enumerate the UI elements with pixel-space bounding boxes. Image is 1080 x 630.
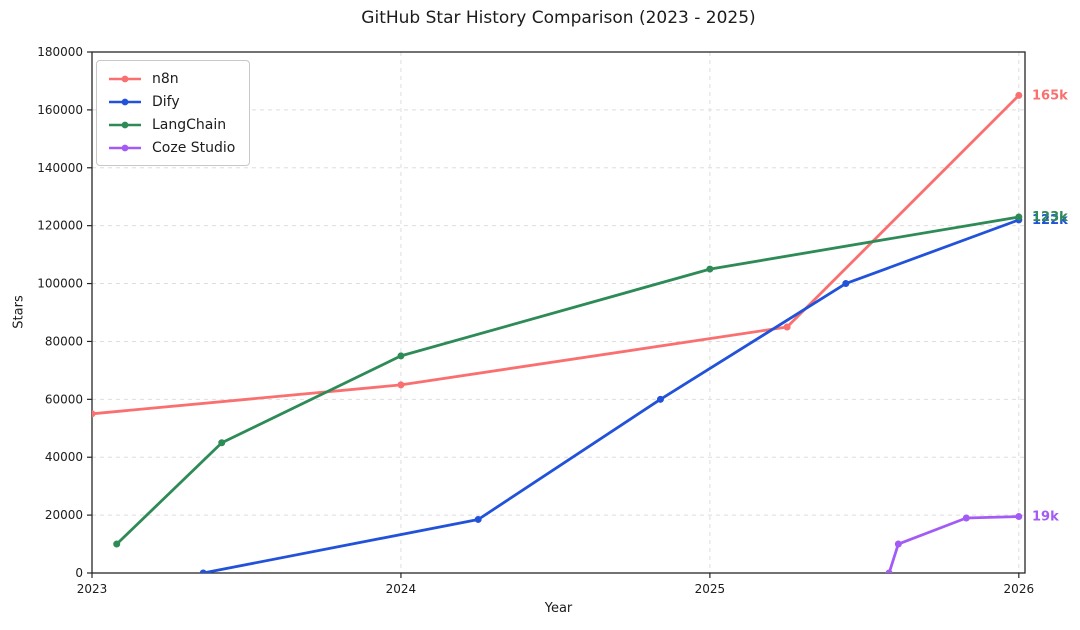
legend-line-marker-icon — [109, 144, 141, 151]
data-point-marker — [474, 515, 482, 523]
end-label-langchain: 123k — [1032, 210, 1068, 225]
legend-line-marker-icon — [109, 98, 141, 105]
legend-item: Coze Studio — [107, 138, 235, 157]
x-tick-label: 2024 — [386, 582, 417, 596]
y-tick-label: 140000 — [37, 161, 83, 175]
data-point-marker — [962, 514, 970, 522]
data-point-marker — [199, 569, 207, 573]
end-label-coze-studio: 19k — [1032, 510, 1059, 525]
x-tick-label: 2026 — [1004, 582, 1035, 596]
y-tick-label: 60000 — [45, 392, 83, 406]
y-tick-label: 180000 — [37, 45, 83, 59]
series-line-dify — [201, 218, 1021, 573]
data-point-marker — [1015, 213, 1023, 221]
data-point-marker — [783, 323, 791, 331]
data-point-marker — [706, 265, 714, 273]
end-label-dify: 122k — [1032, 213, 1068, 228]
legend: n8n Dify LangChain Coze Studio — [96, 60, 251, 166]
series-langchain — [113, 213, 1023, 548]
legend-item: LangChain — [107, 115, 235, 134]
data-point-marker — [397, 381, 405, 389]
legend-label: Coze Studio — [152, 139, 236, 156]
y-tick-label: 40000 — [45, 450, 83, 464]
end-label-n8n: 165k — [1032, 88, 1068, 103]
series-coze-studio — [885, 513, 1023, 573]
x-tick-label: 2023 — [77, 582, 108, 596]
data-point-marker — [885, 569, 893, 573]
x-axis-label: Year — [544, 601, 573, 616]
y-tick-label: 20000 — [45, 508, 83, 522]
chart-title: GitHub Star History Comparison (2023 - 2… — [361, 8, 756, 28]
y-tick-label: 120000 — [37, 219, 83, 233]
y-tick-label: 80000 — [45, 334, 83, 348]
data-point-marker — [113, 540, 121, 548]
data-point-marker — [894, 540, 902, 548]
series-dify — [199, 216, 1023, 573]
legend-line-marker-icon — [109, 75, 141, 82]
data-point-marker — [218, 439, 226, 447]
legend-line-marker-icon — [109, 121, 141, 128]
legend-item: Dify — [107, 92, 235, 111]
data-point-marker — [1015, 91, 1023, 99]
legend-item: n8n — [107, 69, 235, 88]
data-point-marker — [92, 410, 96, 418]
data-point-marker — [842, 280, 850, 288]
data-point-marker — [656, 395, 664, 403]
plot-frame — [91, 51, 1026, 574]
series-line-langchain — [115, 215, 1021, 546]
y-tick-label: 0 — [75, 566, 83, 580]
series-n8n — [92, 91, 1023, 418]
y-axis-label: Stars — [11, 295, 27, 329]
y-tick-label: 100000 — [37, 277, 83, 291]
data-point-marker — [397, 352, 405, 360]
legend-label: Dify — [152, 93, 180, 110]
legend-label: n8n — [152, 70, 179, 87]
series-line-n8n — [92, 94, 1021, 416]
x-tick-label: 2025 — [695, 582, 726, 596]
y-tick-label: 160000 — [37, 103, 83, 117]
legend-label: LangChain — [152, 116, 227, 133]
data-point-marker — [1015, 513, 1023, 521]
series-line-coze-studio — [887, 515, 1021, 573]
